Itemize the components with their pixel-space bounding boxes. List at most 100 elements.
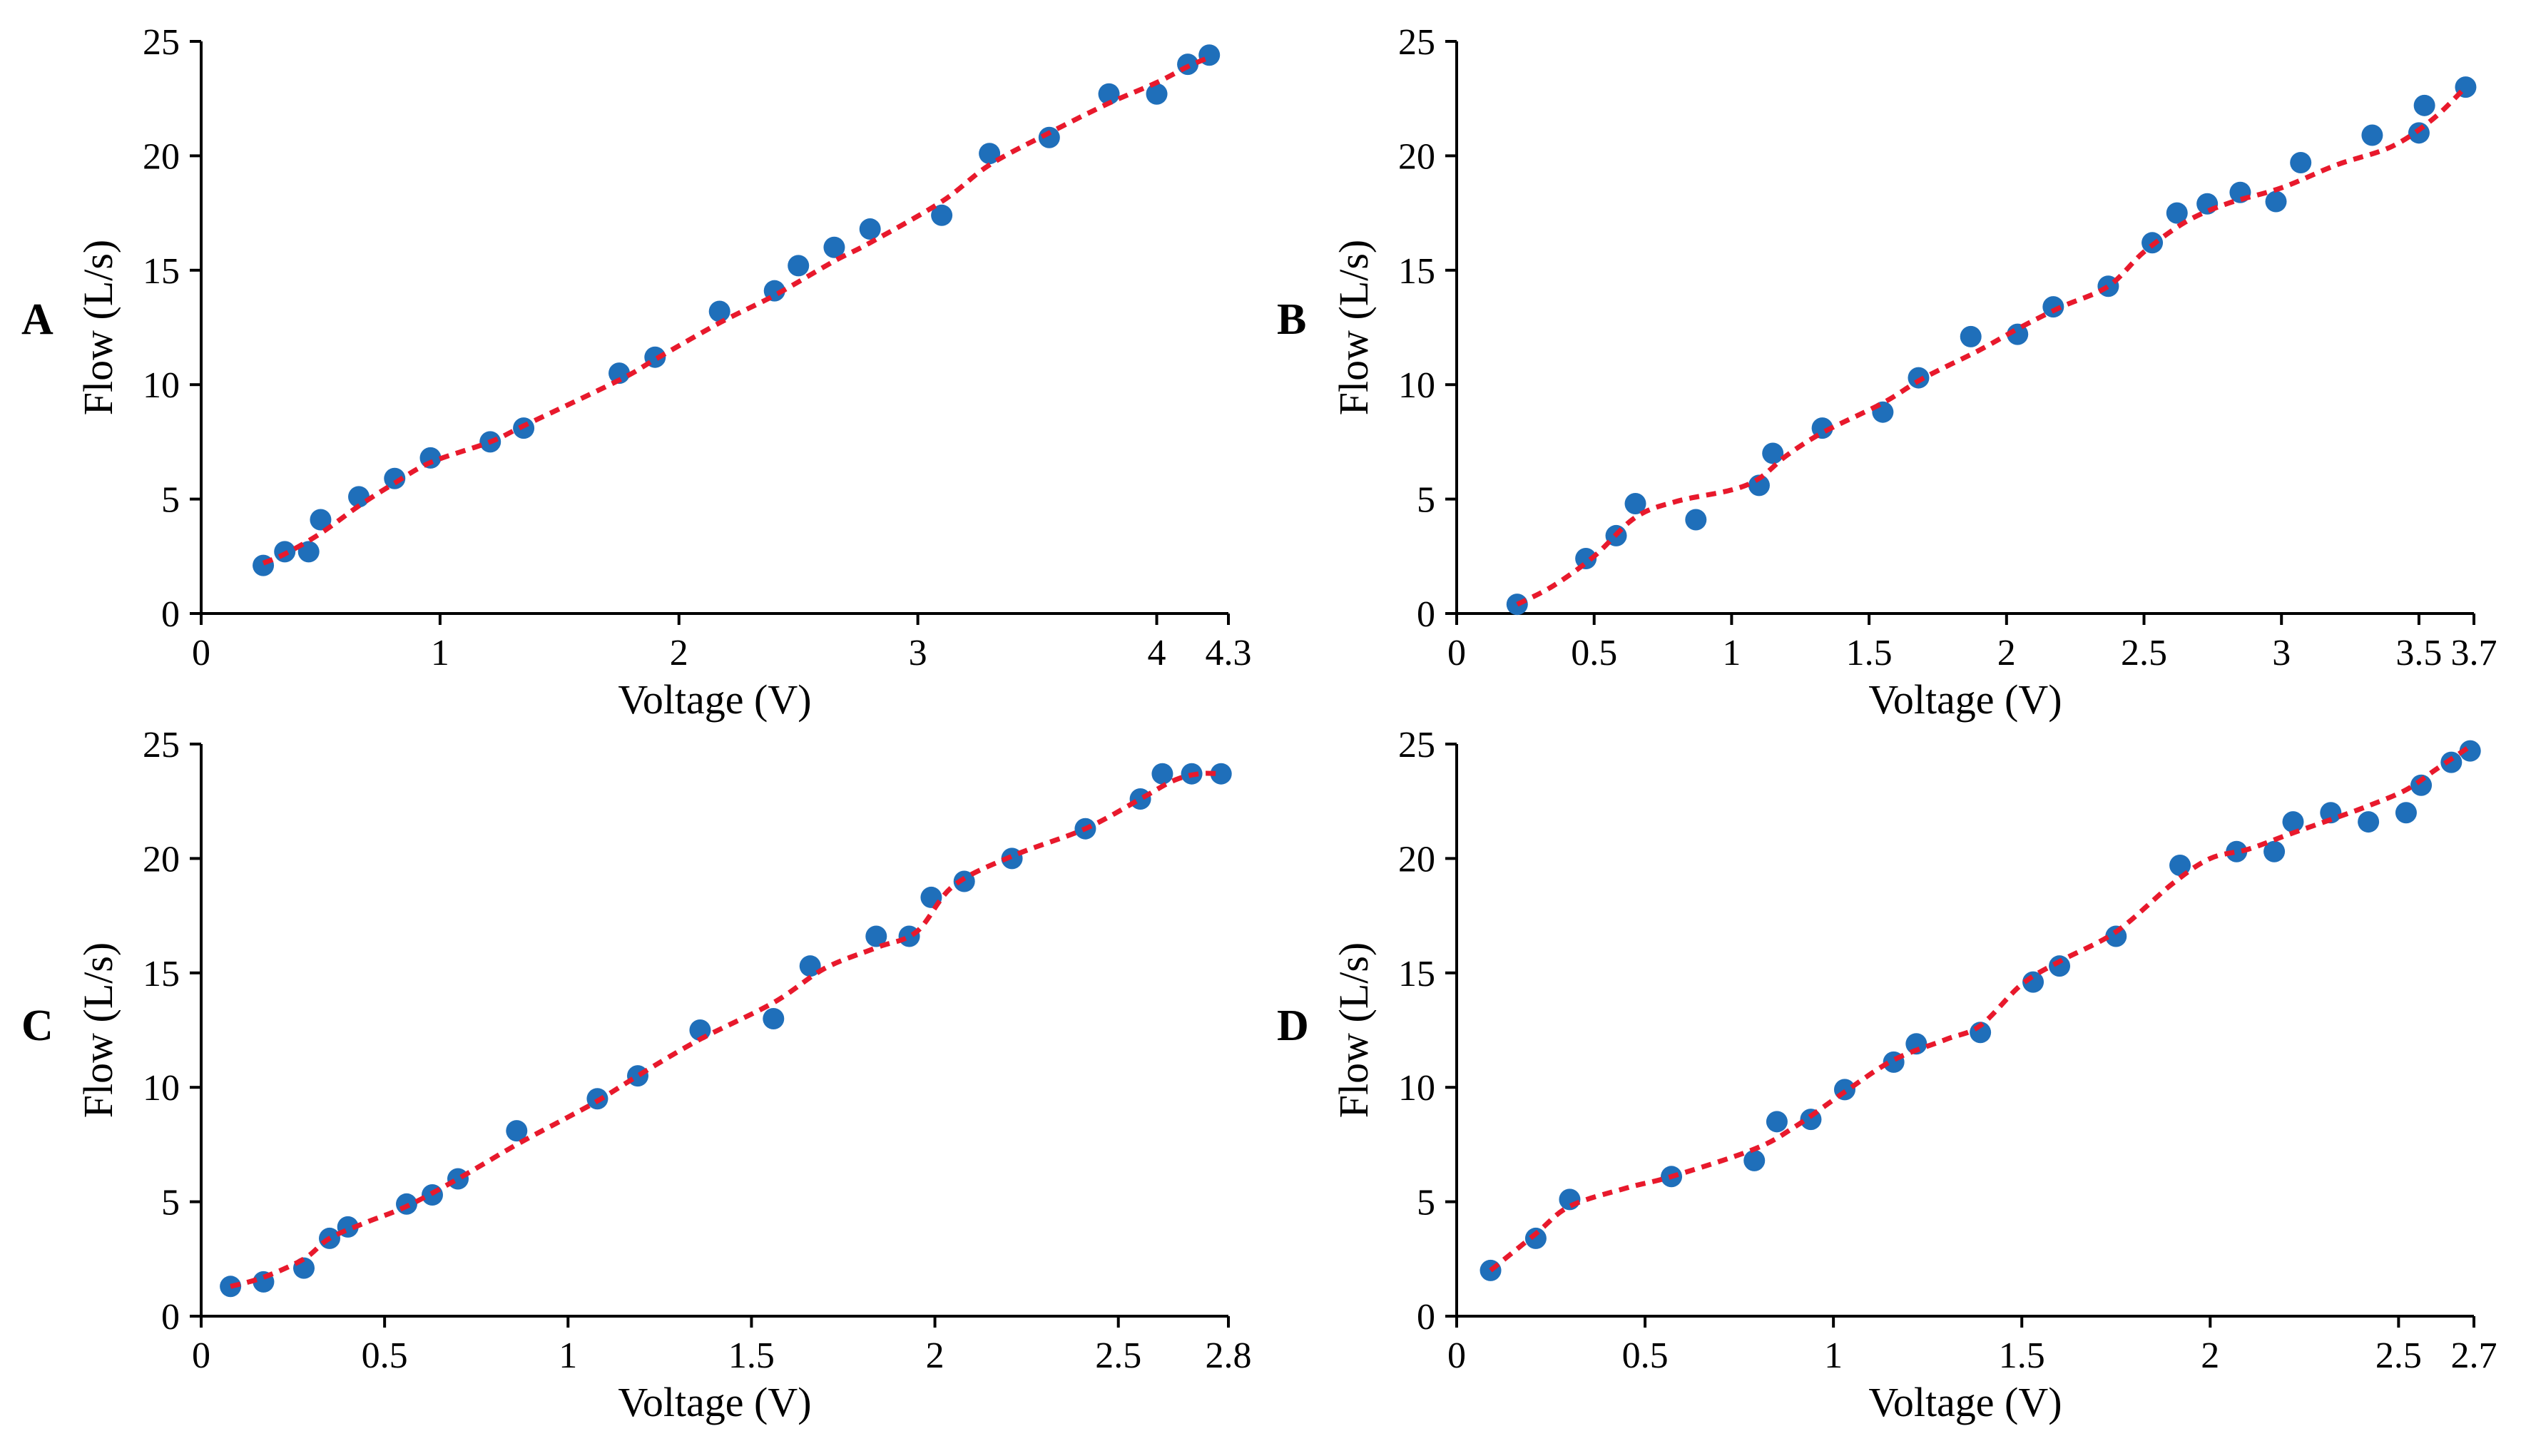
panel-b-data-point xyxy=(2166,202,2188,224)
panel-a-y-tick-label: 10 xyxy=(143,365,180,406)
panel-d-data-point xyxy=(2395,802,2417,824)
panel-c-data-point xyxy=(799,955,821,977)
panel-c-y-tick-label: 0 xyxy=(161,1297,180,1338)
panel-a-label: A xyxy=(21,295,54,344)
panel-a-data-point xyxy=(859,218,881,240)
panel-b: B 0 0.5 1 1.5 2 2.5 3 3.5 3.7 0 5 10 15 20 25 Voltage (V… xyxy=(1277,22,2497,723)
panel-b-x-tick-label: 1 xyxy=(1722,633,1741,673)
panel-d-y-axis-title: Flow (L/s) xyxy=(1330,942,1377,1119)
panel-b-x-tick-label: 2.5 xyxy=(2121,633,2167,673)
panel-b-data-point xyxy=(1685,509,1707,531)
panel-a-y-tick-label: 5 xyxy=(161,480,180,521)
panel-c-x-tick-label: 1.5 xyxy=(728,1335,775,1376)
panel-b-data-point xyxy=(2361,124,2383,146)
panel-c-data-point xyxy=(865,925,887,947)
panel-b-data-point xyxy=(2007,323,2029,345)
panel-b-data-point xyxy=(1748,474,1770,497)
panel-b-x-tick-label: 3 xyxy=(2272,633,2291,673)
panel-c-data-point xyxy=(1129,788,1151,810)
panel-b-x-tick-label: 0.5 xyxy=(1571,633,1617,673)
panel-a-x-tick-label: 4.3 xyxy=(1206,633,1252,673)
panel-a-data-point xyxy=(419,447,442,469)
panel-c-y-tick-label: 10 xyxy=(143,1068,180,1109)
panel-b-y-tick-label: 25 xyxy=(1398,22,1435,63)
panel-c-y-axis-title: Flow (L/s) xyxy=(75,942,121,1119)
panel-a-data-point xyxy=(608,362,631,385)
panel-b-y-axis-title: Flow (L/s) xyxy=(1330,240,1377,416)
panel-d-y-tick-label: 25 xyxy=(1398,725,1435,765)
panel-d-y-tick-label: 5 xyxy=(1417,1183,1435,1223)
panel-c-data-point xyxy=(1151,763,1173,785)
panel-c-x-tick-label: 1 xyxy=(559,1335,577,1376)
panel-a-y-tick-label: 20 xyxy=(143,136,180,177)
panel-c-fit-line xyxy=(230,770,1221,1289)
panel-d-data-point xyxy=(1833,1079,1855,1101)
panel-b-data-point xyxy=(1762,442,1784,464)
panel-c-x-tick-label: 2 xyxy=(926,1335,944,1376)
panel-c-data-point xyxy=(1210,763,1232,785)
panel-b-data-point xyxy=(2196,193,2219,215)
panel-a-fit-line xyxy=(262,55,1211,566)
panel-d-data-point xyxy=(1524,1227,1547,1249)
panel-c-data-point xyxy=(447,1168,469,1190)
panel-d-x-tick-label: 2 xyxy=(2201,1335,2219,1376)
panel-a-data-point xyxy=(979,143,1001,165)
panel-a-data-point xyxy=(310,509,332,531)
panel-d-x-tick-label: 0.5 xyxy=(1622,1335,1669,1376)
panel-b-x-tick-label: 3.7 xyxy=(2451,633,2497,673)
panel-b-y-tick-label: 10 xyxy=(1398,365,1435,406)
panel-d-data-point xyxy=(2049,955,2071,977)
panel-b-y-tick-label: 0 xyxy=(1417,594,1435,635)
panel-a-x-axis-title: Voltage (V) xyxy=(618,676,811,723)
panel-d-data-point xyxy=(2440,751,2463,773)
panel-a-x-tick-label: 1 xyxy=(431,633,449,673)
panel-b-y-tick-label: 20 xyxy=(1398,136,1435,177)
panel-b-x-tick-label: 0 xyxy=(1447,633,1466,673)
panel-b-x-tick-label: 3.5 xyxy=(2395,633,2442,673)
panel-d-y-tick-label: 15 xyxy=(1398,954,1435,994)
panel-b-data-point xyxy=(1624,493,1646,515)
panel-d-data-point xyxy=(2263,840,2286,862)
panel-d-data-point xyxy=(1800,1109,1822,1131)
panel-d-x-tick-label: 0 xyxy=(1447,1335,1466,1376)
panel-a-y-axis-title: Flow (L/s) xyxy=(75,240,121,416)
panel-a-y-tick-label: 25 xyxy=(143,22,180,63)
panel-b-data-point xyxy=(2042,296,2064,318)
panel-c-y-tick-label: 15 xyxy=(143,954,180,994)
panel-b-y-tick-label: 15 xyxy=(1398,251,1435,292)
panel-c-data-point xyxy=(763,1007,785,1029)
panel-c-label: C xyxy=(21,1002,54,1050)
panel-d: D 0 0.5 1 1.5 2 2.5 2.7 0 5 10 15 20 25 Voltage (V) Flo… xyxy=(1277,725,2497,1425)
panel-a-data-point xyxy=(708,300,730,322)
panel-b-data-point xyxy=(2290,152,2312,174)
panel-c-x-tick-label: 0 xyxy=(192,1335,210,1376)
panel-d-x-tick-label: 1.5 xyxy=(1999,1335,2045,1376)
panel-c-data-point xyxy=(953,870,975,892)
panel-d-data-point xyxy=(1766,1111,1788,1133)
panel-b-x-tick-label: 1.5 xyxy=(1846,633,1893,673)
panel-d-data-point xyxy=(2282,811,2304,833)
panel-d-label: D xyxy=(1277,1002,1309,1050)
panel-a-data-point xyxy=(788,255,810,277)
panel-b-y-tick-label: 5 xyxy=(1417,480,1435,521)
panel-d-y-tick-label: 0 xyxy=(1417,1297,1435,1338)
panel-c: C 0 0.5 1 1.5 2 2.5 2.8 0 5 10 15 20 25 Voltage (V) Flo… xyxy=(21,725,1252,1425)
panel-c-y-tick-label: 5 xyxy=(161,1183,180,1223)
panel-b-label: B xyxy=(1277,295,1306,344)
panel-d-data-point xyxy=(2226,840,2248,862)
panel-d-x-tick-label: 2.5 xyxy=(2375,1335,2422,1376)
panel-d-data-point xyxy=(2022,971,2044,993)
panel-d-data-point xyxy=(1905,1033,1927,1055)
panel-a-x-tick-label: 0 xyxy=(192,633,210,673)
panel-a-data-point xyxy=(348,486,370,508)
panel-d-x-axis-title: Voltage (V) xyxy=(1868,1379,2062,1425)
panel-a-x-tick-label: 2 xyxy=(670,633,688,673)
panel-d-x-tick-label: 2.7 xyxy=(2451,1335,2497,1376)
panel-b-fit-line xyxy=(1516,85,2468,607)
panel-a-data-point xyxy=(823,236,845,258)
panel-c-y-tick-label: 20 xyxy=(143,839,180,880)
panel-b-x-tick-label: 2 xyxy=(1997,633,2016,673)
panel-c-x-axis-title: Voltage (V) xyxy=(618,1379,811,1425)
panel-a-y-tick-label: 15 xyxy=(143,251,180,292)
